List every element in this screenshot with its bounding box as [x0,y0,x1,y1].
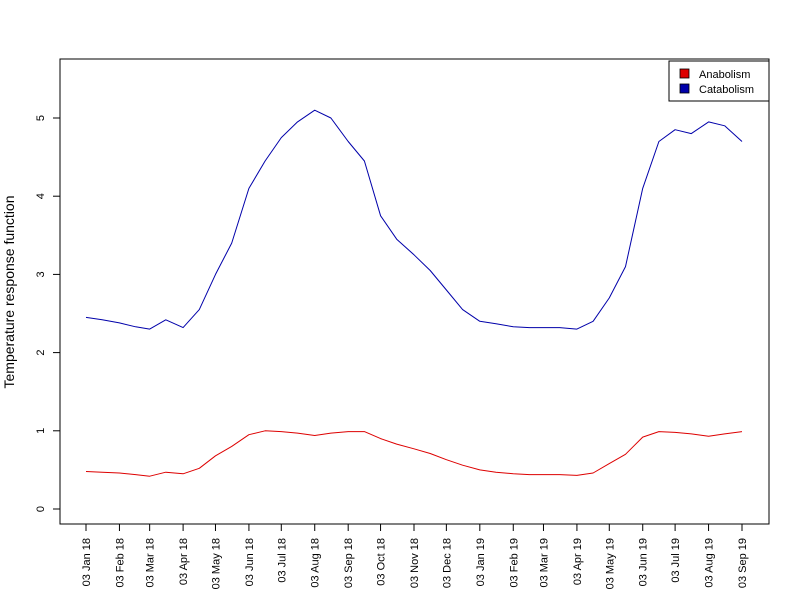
x-tick-label: 03 Mar 18 [145,538,157,588]
y-axis: 0 1 2 3 4 5 [35,115,60,512]
x-tick-label: 03 Jul 18 [276,538,288,583]
x-tick-label: 03 Oct 18 [376,538,388,586]
y-axis-title: Temperature response function [1,196,17,389]
series-layer [85,109,743,477]
legend-label-anabolism: Anabolism [699,69,750,81]
plot-frame [59,58,770,525]
x-axis: 03 Jan 18 03 Feb 18 03 Mar 18 03 Apr 18 03 M… [81,524,749,589]
legend-swatch-anabolism [679,68,690,79]
series-line-anabolism [85,430,743,477]
y-tick-label: 1 [35,428,47,434]
x-tick-label: 03 Sep 18 [343,538,355,588]
legend-box [668,60,770,102]
x-tick-label: 03 May 18 [210,538,222,589]
y-tick-label: 3 [35,271,47,277]
x-tick-label: 03 Mar 19 [538,538,550,588]
y-tick-label: 5 [35,115,47,121]
x-tick-label: 03 Aug 19 [704,538,716,588]
legend: Anabolism Catabolism [668,60,770,102]
x-tick-label: 03 Apr 18 [178,538,190,585]
y-tick-label: 2 [35,350,47,356]
x-tick-label: 03 Nov 18 [409,538,421,588]
x-tick-label: 03 Sep 19 [737,538,749,588]
x-tick-label: 03 Jan 18 [81,538,93,586]
legend-label-catabolism: Catabolism [699,84,754,96]
x-tick-label: 03 Feb 19 [508,538,520,588]
x-tick-label: 03 Jun 18 [244,538,256,586]
y-tick-label: 4 [35,193,47,199]
x-tick-label: 03 Jul 19 [670,538,682,583]
x-tick-label: 03 Feb 18 [114,538,126,588]
x-tick-label: 03 Dec 18 [441,538,453,588]
x-tick-label: 03 Jun 19 [638,538,650,586]
x-tick-label: 03 Jan 19 [475,538,487,586]
x-tick-label: 03 May 19 [604,538,616,589]
x-tick-label: 03 Aug 18 [310,538,322,588]
legend-swatch-catabolism [679,83,690,94]
x-tick-label: 03 Apr 19 [572,538,584,585]
series-line-catabolism [85,109,743,330]
y-tick-label: 0 [35,506,47,512]
